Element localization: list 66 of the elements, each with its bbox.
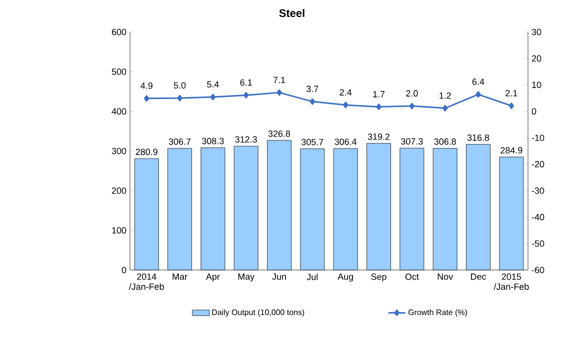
data-label: 280.9 — [136, 148, 158, 156]
y2-tick-label: -40 — [532, 214, 544, 220]
x-tick-label: Sep — [371, 274, 386, 282]
data-label: 1.2 — [440, 92, 451, 99]
data-label: 6.4 — [472, 78, 484, 85]
x-tick-label: Oct — [405, 274, 419, 280]
x-tick-label: Mar — [172, 274, 188, 280]
y-tick-label: 400 — [112, 108, 126, 115]
data-label: 1.7 — [373, 91, 385, 98]
x-tick-label: 2015 /Jan-Feb — [494, 274, 529, 290]
data-label: 2.4 — [340, 89, 352, 96]
point — [508, 102, 514, 110]
x-tick-label: Aug — [338, 274, 353, 282]
data-label: 2.0 — [406, 90, 418, 97]
point — [409, 102, 415, 110]
x-tick-label: Nov — [438, 274, 454, 280]
y2-tick-label: -50 — [532, 240, 544, 247]
x-tick-label: Dec — [471, 274, 486, 280]
point — [476, 91, 481, 98]
data-label: 5.0 — [174, 82, 186, 89]
data-label: 312.3 — [235, 136, 257, 143]
point — [376, 104, 382, 110]
data-label: 326.8 — [268, 130, 290, 137]
data-label: 306.8 — [434, 138, 456, 145]
data-label: 307.3 — [401, 138, 423, 145]
point — [276, 89, 282, 96]
x-tick-label: Jun — [272, 274, 286, 280]
data-label: 308.3 — [202, 138, 224, 144]
data-label: 4.9 — [140, 82, 152, 89]
x-tick-label: May — [238, 274, 255, 282]
data-label: 5.4 — [207, 81, 219, 88]
point — [243, 92, 249, 98]
x-tick-label: 2014 /Jan-Feb — [128, 274, 164, 290]
y2-tick-label: -10 — [532, 134, 544, 141]
chart-title: Steel — [279, 8, 304, 18]
y-tick-label: 600 — [112, 28, 126, 36]
y2-tick-label: -30 — [532, 187, 544, 194]
point — [442, 104, 448, 112]
data-label: 284.9 — [500, 147, 522, 154]
data-label: 7.1 — [273, 76, 286, 84]
point — [342, 102, 348, 108]
y2-tick-label: -20 — [532, 161, 544, 168]
point — [144, 95, 150, 102]
y2-tick-label: -60 — [532, 266, 544, 274]
y-tick-label: 0 — [122, 266, 126, 274]
data-label: 319.2 — [368, 134, 390, 140]
y-tick-label: 200 — [112, 187, 126, 194]
y2-tick-label: 0 — [532, 108, 536, 115]
point — [210, 94, 216, 100]
point — [310, 98, 316, 105]
y-tick-label: 100 — [112, 227, 126, 234]
data-label: 306.4 — [334, 138, 357, 145]
data-label: 2.1 — [506, 90, 518, 96]
data-label: 316.8 — [467, 134, 490, 141]
point — [177, 94, 182, 102]
y2-tick-label: 30 — [532, 28, 542, 36]
y2-tick-label: 10 — [532, 82, 542, 88]
y2-tick-label: 20 — [532, 55, 542, 62]
data-label: 305.7 — [302, 138, 324, 146]
data-label: 6.1 — [240, 79, 252, 86]
y-tick-label: 300 — [112, 148, 126, 154]
y-tick-label: 500 — [112, 68, 126, 75]
x-tick-label: Apr — [206, 274, 220, 282]
data-label: 306.7 — [168, 138, 191, 145]
x-tick-label: Jul — [306, 274, 318, 280]
data-label: 3.7 — [306, 86, 318, 92]
